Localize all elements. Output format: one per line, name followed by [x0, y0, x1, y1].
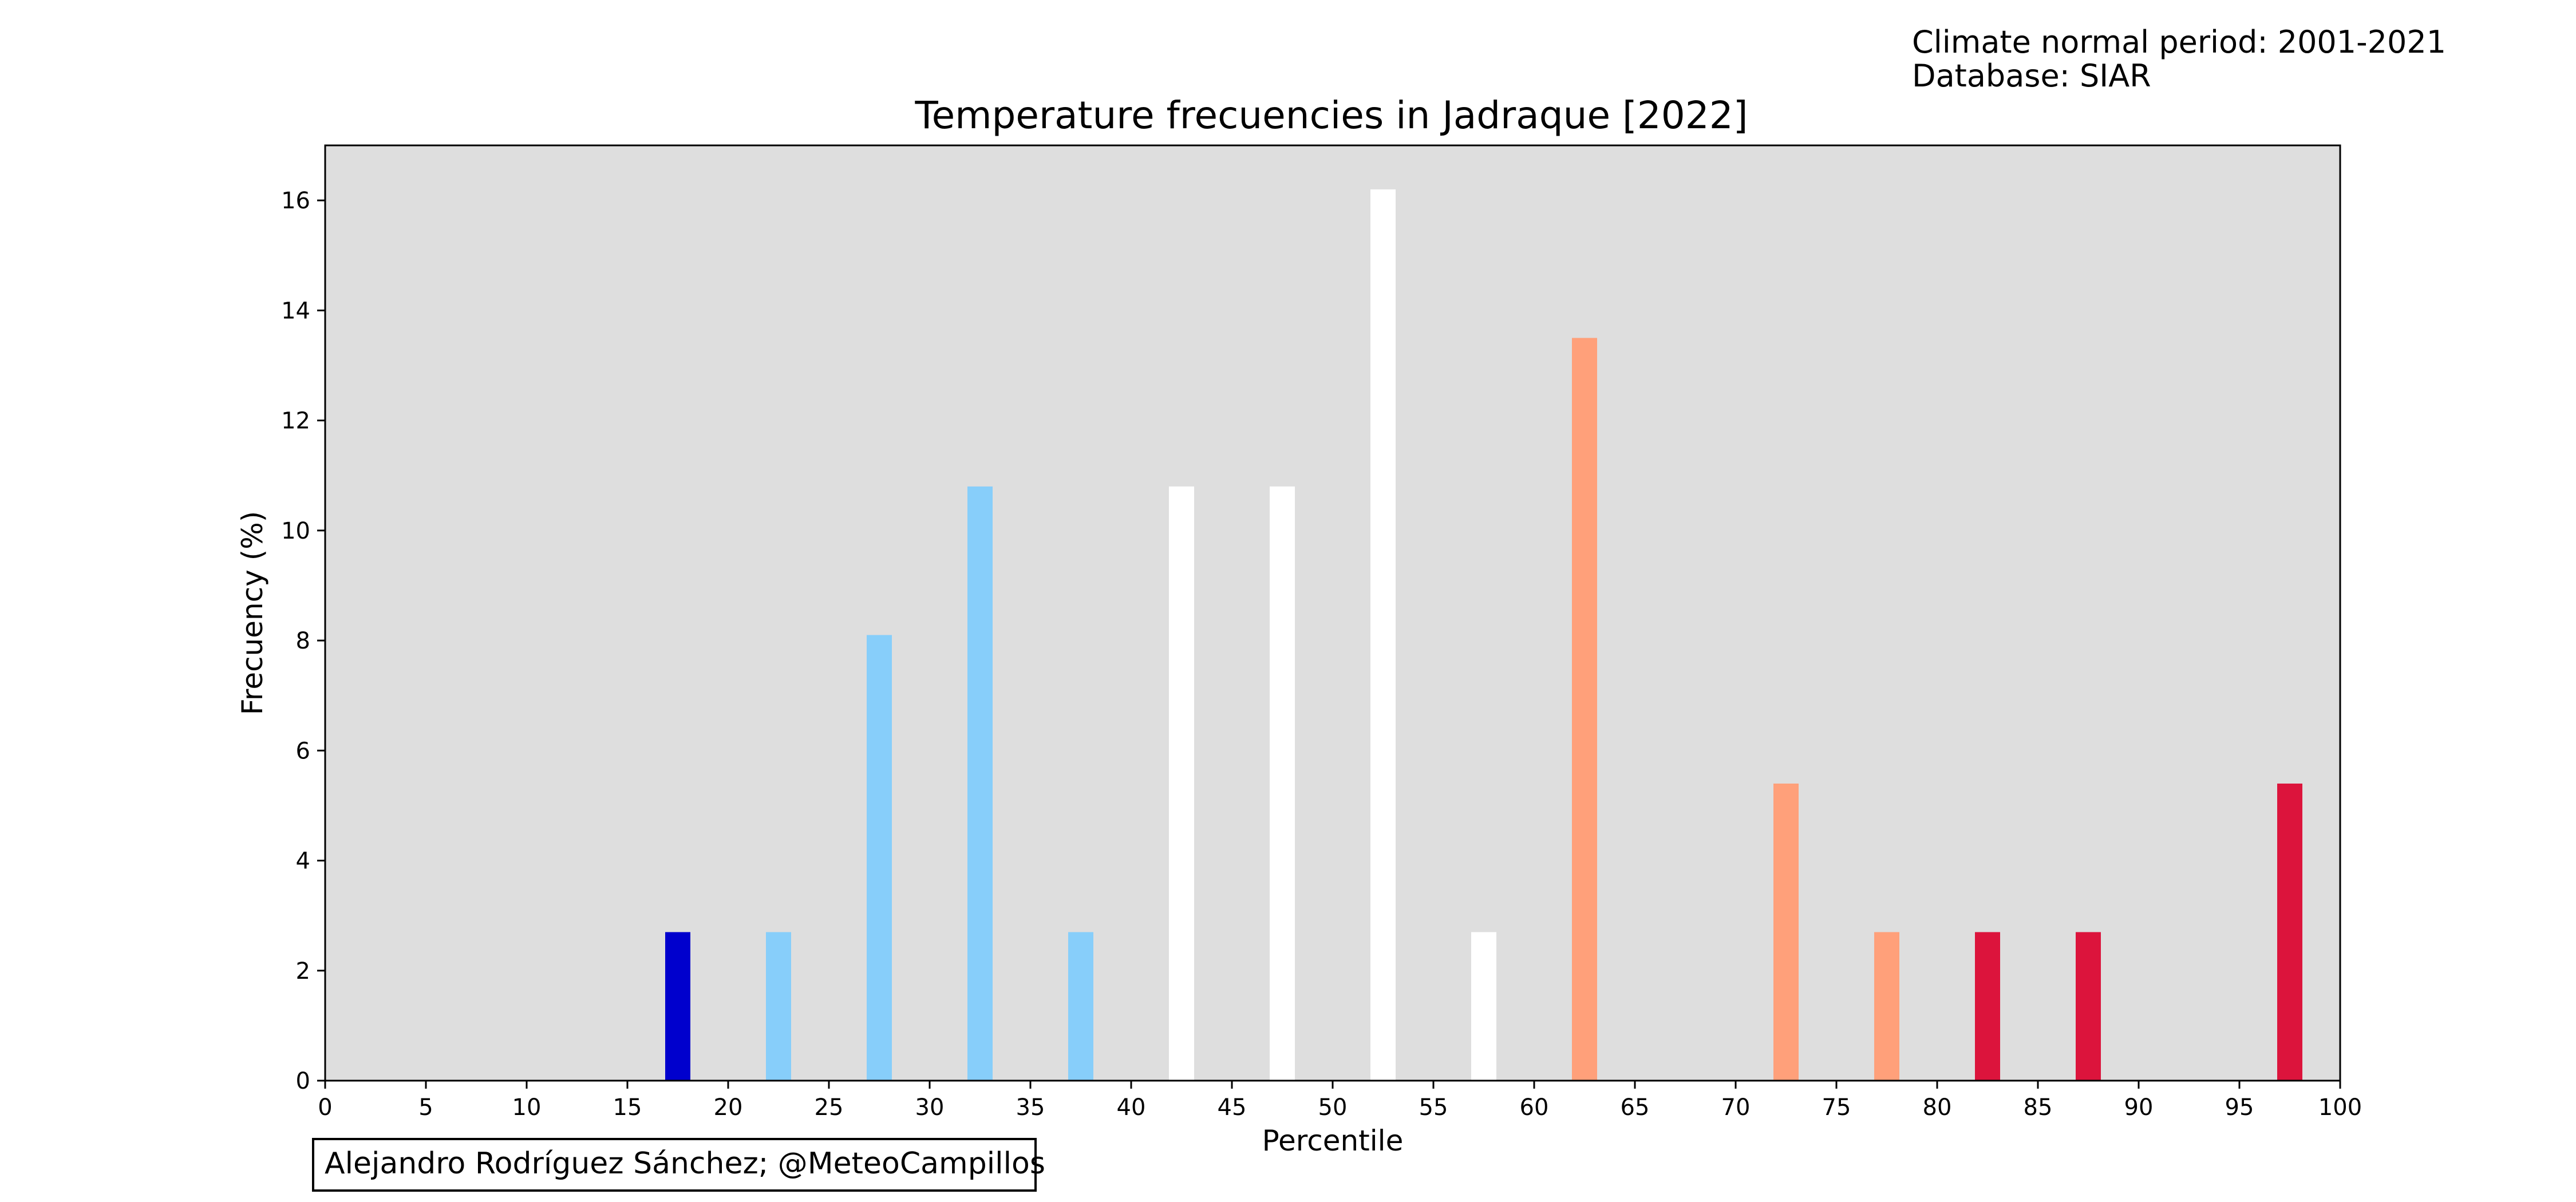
x-tick-label: 95: [2225, 1094, 2254, 1121]
x-tick-label: 5: [418, 1094, 433, 1121]
x-tick-label: 45: [1218, 1094, 1247, 1121]
bar-8: [1471, 932, 1496, 1081]
header-line-2: Database: SIAR: [1912, 58, 2151, 94]
x-tick-label: 55: [1419, 1094, 1448, 1121]
x-tick-label: 25: [815, 1094, 844, 1121]
bar-0: [665, 932, 690, 1081]
x-tick-label: 0: [318, 1094, 332, 1121]
y-tick-label: 6: [296, 738, 310, 764]
bar-4: [1068, 932, 1093, 1081]
plot-area: [325, 145, 2340, 1081]
bar-2: [867, 635, 892, 1081]
bar-13: [2076, 932, 2101, 1081]
x-tick-label: 50: [1318, 1094, 1348, 1121]
x-axis-label: Percentile: [1262, 1124, 1404, 1157]
y-tick-label: 10: [281, 518, 310, 544]
y-tick-label: 12: [281, 408, 310, 434]
chart-title: Temperature frecuencies in Jadraque [202…: [914, 93, 1748, 137]
x-tick-label: 100: [2318, 1094, 2362, 1121]
header-line-1: Climate normal period: 2001-2021: [1912, 24, 2446, 60]
bar-1: [766, 932, 791, 1081]
bar-9: [1572, 338, 1597, 1081]
bar-5: [1169, 486, 1194, 1081]
credit-text: Alejandro Rodríguez Sánchez; @MeteoCampi…: [325, 1146, 1045, 1181]
x-tick-label: 10: [512, 1094, 542, 1121]
y-tick-label: 8: [296, 628, 310, 654]
x-tick-label: 40: [1117, 1094, 1146, 1121]
x-tick-label: 15: [613, 1094, 642, 1121]
bar-3: [967, 486, 993, 1081]
y-axis-label: Frecuency (%): [236, 511, 269, 715]
bar-14: [2277, 783, 2302, 1081]
y-tick-label: 4: [296, 848, 310, 875]
x-tick-label: 75: [1822, 1094, 1851, 1121]
x-tick-label: 20: [714, 1094, 743, 1121]
y-tick-label: 0: [296, 1068, 310, 1094]
x-tick-label: 35: [1016, 1094, 1045, 1121]
x-tick-label: 70: [1721, 1094, 1751, 1121]
x-tick-label: 85: [2024, 1094, 2053, 1121]
x-tick-label: 80: [1923, 1094, 1952, 1121]
y-tick-label: 2: [296, 958, 310, 984]
x-tick-label: 90: [2124, 1094, 2154, 1121]
bar-6: [1270, 486, 1295, 1081]
y-tick-label: 16: [281, 188, 310, 214]
x-tick-label: 65: [1621, 1094, 1650, 1121]
bar-12: [1975, 932, 2000, 1081]
credit-box: [312, 1138, 1037, 1192]
y-tick-label: 14: [281, 298, 310, 324]
x-tick-label: 30: [915, 1094, 945, 1121]
bar-7: [1370, 189, 1396, 1081]
bar-11: [1874, 932, 1899, 1081]
x-tick-label: 60: [1520, 1094, 1549, 1121]
bar-10: [1773, 783, 1799, 1081]
